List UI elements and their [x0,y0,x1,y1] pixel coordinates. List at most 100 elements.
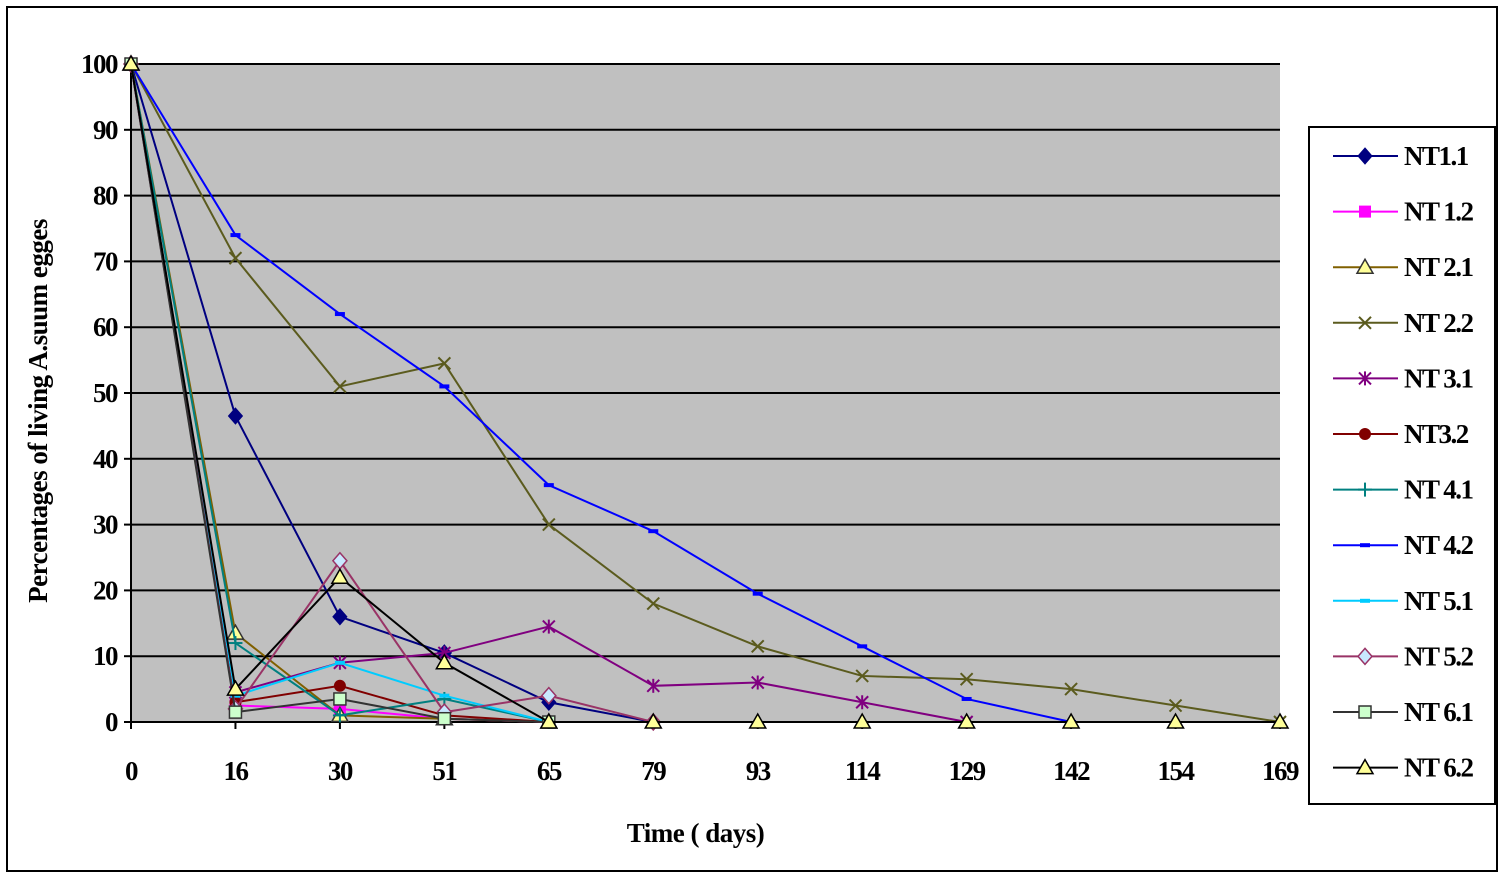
x-tick-label: 142 [1053,756,1090,786]
y-tick-label: 100 [81,49,118,79]
data-point [748,712,768,729]
data-point [855,669,869,683]
legend-label: NT 5.1 [1404,586,1474,616]
data-point [334,312,345,317]
x-tick-label: 0 [125,756,138,786]
legend-label: NT3.2 [1404,419,1469,449]
data-point [332,607,348,626]
y-tick-label: 0 [105,707,118,737]
legend-item: NT 2.2 [1333,308,1475,338]
y-tick-label: 70 [93,246,118,276]
data-point [751,639,765,654]
legend-label: NT 2.1 [1404,252,1474,282]
data-point [230,233,241,238]
data-point [957,712,976,729]
data-point [330,567,350,584]
x-tick-label: 51 [432,756,457,786]
legend-item: NT 6.2 [1333,753,1475,783]
series-line [130,63,1280,723]
data-point [439,384,450,389]
data-point [959,672,974,686]
y-tick-label: 40 [93,444,118,474]
x-tick-label: 65 [537,756,562,786]
legend-box [1308,126,1496,805]
legend: NT1.1 NT 1.2 NT 2.1 NT 2.2 NT 3.1 NT3.2 NT 4.1… [1308,126,1496,805]
y-tick-label: 80 [93,181,118,211]
data-point [542,619,556,634]
data-point [334,660,345,665]
data-point [333,379,347,394]
legend-item: NT1.1 [1333,141,1470,171]
data-point [752,591,763,596]
legend-marker [1358,316,1372,330]
data-point [437,711,452,726]
data-point [1270,712,1290,729]
data-point [228,636,243,651]
x-tick-label: 154 [1158,756,1195,786]
legend-item: NT 3.1 [1333,363,1475,393]
legend-marker [1358,482,1372,497]
series-line [130,63,1281,723]
legend-label: NT 5.2 [1404,641,1474,671]
x-tick-label: 114 [845,756,881,786]
x-tick-label: 79 [641,756,666,786]
axes: 0 10 20 30 40 50 60 70 80 90 100 0 16 30 51 65 79 93 114 12… [81,49,1301,786]
data-point [1166,712,1185,729]
data-point [439,693,450,698]
data-point [855,695,869,710]
legend-marker [1355,257,1375,274]
data-point [226,679,245,696]
data-point [1168,698,1183,713]
y-tick-label: 30 [93,510,118,540]
legend-marker [1358,705,1372,719]
data-point [646,596,660,611]
data-point [961,696,972,701]
data-point [646,678,660,693]
data-point [643,712,663,729]
legend-marker [1357,147,1373,165]
data-point [857,644,868,649]
legend-label: NT 6.1 [1404,697,1474,727]
legend-item: NT3.2 [1333,419,1470,449]
x-tick-label: 129 [949,756,986,786]
data-point [228,251,243,265]
legend-label: NT1.1 [1404,141,1469,171]
y-axis-title: Percentages of living A.suum egges [23,219,53,603]
series-12 [121,54,1290,729]
gridlines [131,63,1280,658]
x-tick-label: 93 [746,756,771,786]
data-point [121,54,141,71]
legend-marker [1358,371,1372,386]
x-tick-label: 16 [223,756,248,786]
x-tick-label: 169 [1262,756,1299,786]
series-layer [121,54,1290,732]
data-point [332,708,347,723]
legend-item: NT 4.1 [1333,475,1475,505]
legend-marker [1360,543,1370,548]
legend-label: NT 2.2 [1404,308,1474,338]
legend-marker [1357,647,1373,666]
y-tick-label: 90 [93,115,118,145]
data-point [852,712,872,729]
legend-item: NT 5.1 [1333,586,1475,616]
legend-marker [1359,205,1371,218]
legend-label: NT 6.2 [1404,753,1474,783]
legend-item: NT 1.2 [1333,197,1475,227]
legend-marker [1355,758,1375,775]
legend-marker [1360,598,1370,603]
data-point [333,692,347,706]
x-axis-title: Time ( days) [627,818,765,848]
legend-label: NT 4.2 [1404,530,1474,560]
data-point [435,653,454,670]
legend-item: NT 5.2 [1333,641,1475,671]
y-tick-label: 10 [93,641,118,671]
legend-item: NT 6.1 [1333,697,1475,727]
data-point [543,483,554,488]
legend-label: NT 4.1 [1404,475,1474,505]
legend-item: NT 4.2 [1333,530,1475,560]
series-line [130,63,1072,723]
data-point [228,705,243,719]
legend-marker [1359,428,1371,440]
data-point [1064,682,1078,696]
